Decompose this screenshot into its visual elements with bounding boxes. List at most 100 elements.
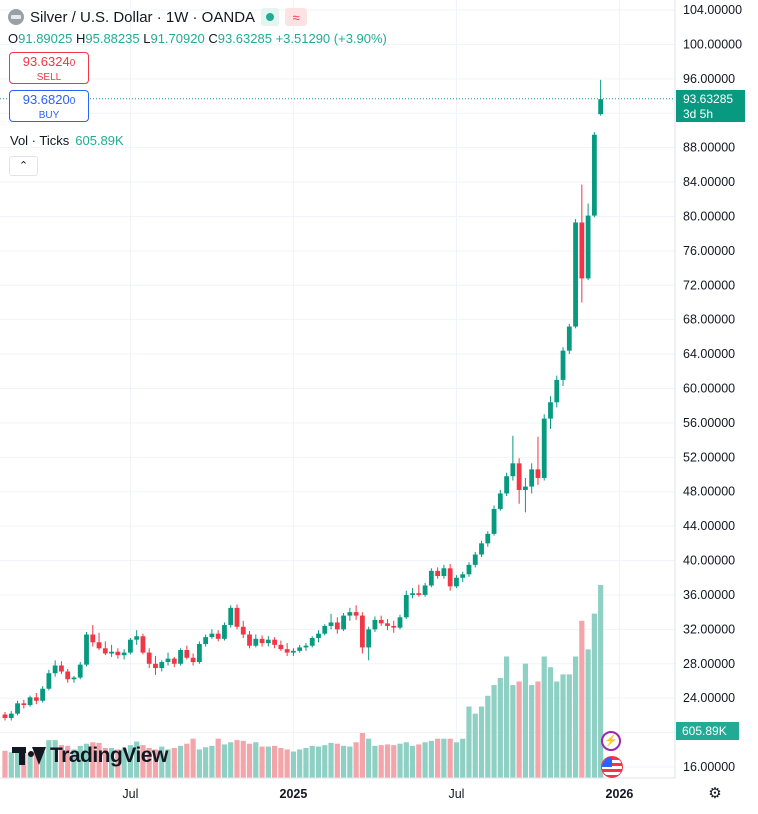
x-tick-label: Jul bbox=[122, 787, 138, 801]
volume-value-tag: 605.89K bbox=[676, 722, 739, 740]
volume-bar bbox=[378, 745, 384, 778]
sell-price: 93.6324 bbox=[22, 54, 70, 69]
volume-bar bbox=[77, 745, 83, 778]
volume-bar bbox=[2, 750, 8, 778]
candle-body bbox=[510, 463, 516, 477]
volume-bar bbox=[485, 695, 491, 778]
candle-body bbox=[90, 634, 96, 643]
candle-body bbox=[184, 650, 190, 658]
y-tick-label: 104.00000 bbox=[683, 3, 742, 17]
volume-bar bbox=[8, 752, 14, 778]
volume-bar bbox=[246, 743, 253, 778]
data-wave-icon[interactable]: ≈ bbox=[285, 8, 308, 26]
candle-body bbox=[128, 639, 133, 653]
bar-countdown: 3d 5h bbox=[683, 107, 714, 121]
volume-bar bbox=[221, 744, 228, 778]
candle-body bbox=[485, 533, 491, 544]
candle-body bbox=[253, 638, 259, 646]
volume-bar bbox=[127, 745, 133, 778]
y-tick-label: 16.00000 bbox=[683, 760, 735, 774]
volume-bar bbox=[52, 740, 58, 778]
volume-bar bbox=[146, 747, 152, 778]
volume-bar bbox=[579, 620, 585, 778]
volume-bar bbox=[397, 743, 403, 778]
candle-body bbox=[573, 222, 578, 327]
candle-body bbox=[347, 612, 353, 616]
sell-label: SELL bbox=[36, 72, 62, 83]
y-tick-label: 48.00000 bbox=[683, 485, 735, 499]
candle-body bbox=[153, 663, 158, 669]
symbol-icon[interactable] bbox=[8, 9, 24, 25]
y-tick-label: 88.00000 bbox=[683, 141, 735, 155]
collapse-chevron-icon[interactable]: ⌃ bbox=[9, 156, 38, 176]
candle-body bbox=[359, 615, 365, 648]
open-value: 91.89025 bbox=[18, 31, 73, 46]
candle-body bbox=[171, 658, 177, 664]
volume-bar bbox=[58, 745, 65, 778]
change-value: +3.51290 (+3.90%) bbox=[275, 31, 387, 46]
volume-bar bbox=[152, 749, 159, 778]
volume-bar bbox=[585, 649, 591, 778]
volume-bar bbox=[90, 742, 96, 778]
symbol-title[interactable]: Silver / U.S. Dollar · 1W · OANDA bbox=[30, 8, 256, 26]
volume-bar bbox=[347, 746, 353, 778]
volume-bar bbox=[272, 745, 278, 778]
volume-bar bbox=[240, 740, 246, 778]
candle-body bbox=[479, 543, 484, 555]
volume-bar bbox=[102, 747, 108, 778]
candle-body bbox=[59, 665, 64, 672]
volume-bar bbox=[497, 677, 503, 778]
y-tick-label: 24.00000 bbox=[683, 691, 735, 705]
candle-body bbox=[84, 634, 89, 665]
volume-bar bbox=[253, 742, 259, 778]
volume-bar bbox=[372, 745, 378, 778]
candle-body bbox=[265, 639, 271, 644]
candle-body bbox=[541, 418, 547, 478]
candle-body bbox=[372, 619, 378, 630]
y-tick-label: 100.00000 bbox=[683, 37, 742, 51]
candle-body bbox=[272, 639, 278, 645]
candle-body bbox=[134, 636, 140, 640]
y-tick-label: 56.00000 bbox=[683, 416, 735, 430]
candle-body bbox=[27, 697, 33, 706]
y-tick-label: 68.00000 bbox=[683, 313, 735, 327]
candle-body bbox=[240, 626, 246, 635]
volume-bar bbox=[184, 743, 190, 778]
candle-body bbox=[284, 649, 290, 653]
lightning-icon[interactable]: ⚡ bbox=[601, 731, 621, 751]
candle-body bbox=[234, 607, 240, 627]
candle-body bbox=[46, 673, 52, 689]
candle-body bbox=[209, 633, 215, 638]
buy-label: BUY bbox=[38, 110, 60, 121]
buy-button[interactable]: 93.68200 BUY bbox=[9, 90, 89, 122]
candle-body bbox=[109, 651, 114, 654]
us-flag-icon[interactable] bbox=[601, 756, 623, 778]
volume-bar bbox=[21, 752, 27, 778]
tradingview-logo[interactable]: TradingView bbox=[12, 744, 168, 768]
candle-body bbox=[222, 625, 227, 639]
y-tick-label: 32.00000 bbox=[683, 622, 735, 636]
candle-body bbox=[190, 657, 196, 663]
candle-body bbox=[341, 615, 346, 630]
volume-bar bbox=[478, 706, 485, 778]
volume-bar bbox=[165, 749, 171, 778]
y-tick-label: 60.00000 bbox=[683, 382, 735, 396]
low-value: 91.70920 bbox=[150, 31, 205, 46]
volume-bar bbox=[196, 749, 202, 778]
settings-icon[interactable]: ⚙ bbox=[708, 785, 722, 802]
volume-bar bbox=[159, 746, 165, 778]
volume-bar bbox=[83, 743, 90, 778]
market-open-icon[interactable] bbox=[261, 8, 280, 26]
volume-bar bbox=[504, 656, 510, 778]
candle-body bbox=[140, 636, 146, 653]
candle-body bbox=[215, 633, 221, 639]
candle-body bbox=[247, 634, 252, 646]
candle-body bbox=[96, 642, 102, 649]
candle-body bbox=[259, 638, 265, 644]
sell-button[interactable]: 93.63240 SELL bbox=[9, 52, 89, 84]
candle-body bbox=[523, 486, 528, 491]
volume-bar bbox=[259, 746, 265, 778]
candlestick-series bbox=[2, 79, 604, 721]
candle-body bbox=[21, 703, 27, 706]
